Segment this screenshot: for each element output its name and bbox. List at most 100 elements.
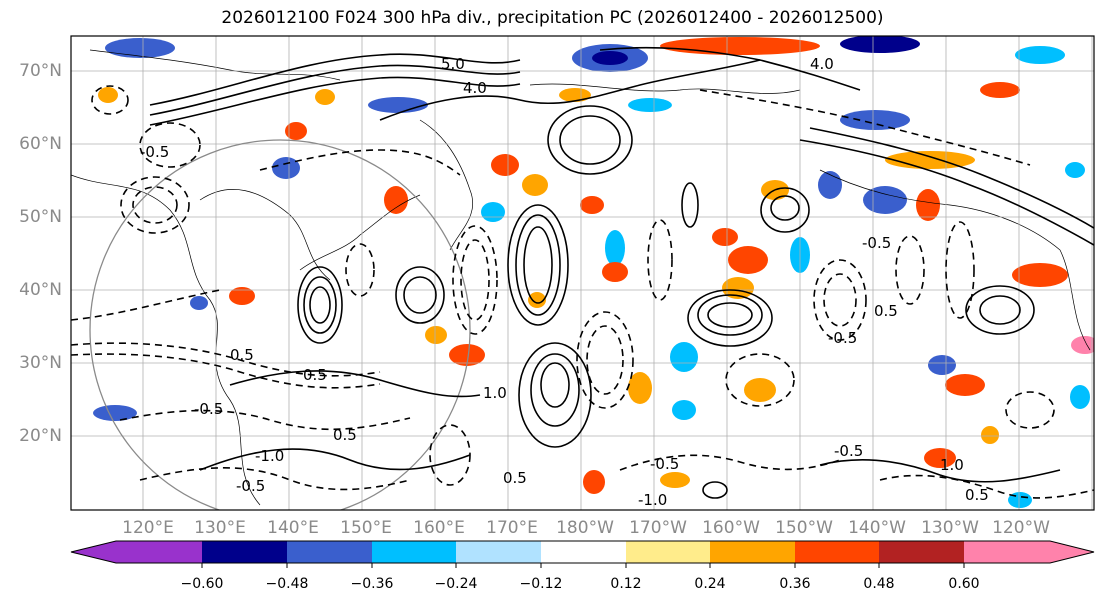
contour-dashed <box>1005 391 1055 429</box>
contour-solid <box>523 226 553 304</box>
contour-solid <box>297 266 343 344</box>
precip-patch <box>449 344 485 366</box>
coastline <box>419 119 474 251</box>
lat-label: 40°N <box>19 280 62 300</box>
colorbar-bin <box>626 541 710 563</box>
lon-label: 120°W <box>992 518 1050 538</box>
precip-patch <box>1012 263 1068 287</box>
precip-patch <box>605 230 625 266</box>
precip-patch <box>863 186 907 214</box>
contour-solid <box>229 370 481 398</box>
contour-solid <box>149 53 521 106</box>
precip-patch <box>928 355 956 375</box>
contour-dashed <box>71 342 381 377</box>
precip-patch <box>272 157 300 179</box>
colorbar-tick-label: 0.48 <box>863 576 895 592</box>
contour-solid <box>149 76 521 126</box>
contour-solid <box>702 481 728 499</box>
coastline <box>819 169 1091 351</box>
lat-label: 60°N <box>19 134 62 154</box>
lon-label: 130°W <box>921 518 979 538</box>
precip-patch <box>1071 336 1094 354</box>
colorbar-bin <box>116 541 202 563</box>
contour-dashed <box>120 176 190 234</box>
contour-label: 0.5 <box>230 346 254 364</box>
precip-patch <box>670 342 698 372</box>
contour-dashed <box>895 235 925 305</box>
contour-label: -1.0 <box>255 447 284 465</box>
colorbar-ticks <box>201 563 965 568</box>
contour-dashed <box>139 122 201 168</box>
contour-label: 0.5 <box>965 486 989 504</box>
coastline <box>299 194 421 271</box>
precip-patch <box>583 470 605 494</box>
contour-label: 0.5 <box>303 366 327 384</box>
lat-label: 70°N <box>19 61 62 81</box>
colorbar <box>70 540 1095 568</box>
precip-patch <box>660 37 820 55</box>
contour-label: -0.5 <box>834 442 863 460</box>
contour-solid <box>819 459 1061 483</box>
contour-dashed <box>132 186 178 224</box>
colorbar-bin <box>202 541 287 563</box>
colorbar-bin <box>287 541 372 563</box>
contour-dashed <box>647 219 673 301</box>
contour-dashed <box>71 289 221 321</box>
precip-patch <box>315 89 335 105</box>
precip-patch <box>722 277 754 299</box>
colorbar-tick-label: −0.36 <box>350 576 394 592</box>
lon-label: 160°E <box>413 518 465 538</box>
colorbar-outline <box>70 540 1095 564</box>
precip-patch <box>190 296 208 310</box>
lat-label: 30°N <box>19 353 62 373</box>
contour-dashed <box>119 409 411 431</box>
dashed-contours <box>71 85 1094 499</box>
precip-patch <box>528 292 546 308</box>
precip-patch <box>580 196 604 214</box>
contour-label: 4.0 <box>810 55 834 73</box>
contour-label: -0.5 <box>236 477 265 495</box>
lon-label: 140°W <box>848 518 906 538</box>
precip-patch <box>425 326 447 344</box>
contour-dashed <box>725 353 795 407</box>
coastline <box>199 189 331 281</box>
contour-label: 5.0 <box>441 55 465 73</box>
colorbar-tick-label: 0.60 <box>948 576 980 592</box>
colorbar-tick-label: −0.12 <box>519 576 563 592</box>
contour-dashed <box>345 243 375 297</box>
contour-solid <box>681 182 699 228</box>
coastline <box>529 83 801 94</box>
contour-dashed <box>945 221 975 319</box>
colorbar-bin <box>795 541 879 563</box>
contour-label: -0.5 <box>862 234 891 252</box>
precip-patch <box>628 372 652 404</box>
contour-label: -0.5 <box>194 400 223 418</box>
contour-solid <box>507 204 569 326</box>
contour-label: 1.0 <box>483 384 507 402</box>
contour-solid <box>303 276 337 334</box>
contour-dashed <box>813 259 867 341</box>
domain-circle <box>89 139 471 510</box>
precip-patch <box>728 246 768 274</box>
precip-shading <box>93 36 1094 508</box>
precip-patch <box>840 36 920 53</box>
precip-patch <box>285 122 307 140</box>
contour-solid <box>540 362 570 408</box>
precip-patch <box>744 378 776 402</box>
contour-dashed <box>879 474 1094 499</box>
lat-label: 50°N <box>19 207 62 227</box>
precip-patch <box>559 88 591 102</box>
colorbar-extend-min <box>71 541 116 563</box>
precip-patch <box>384 186 408 214</box>
lon-label: 130°E <box>194 518 246 538</box>
precip-patch <box>924 448 956 468</box>
precip-patch <box>602 262 628 282</box>
colorbar-extend-max <box>1050 541 1094 563</box>
contour-dashed <box>619 454 841 471</box>
lon-label: 140°E <box>267 518 319 538</box>
precip-patch <box>491 154 519 176</box>
map-frame <box>70 35 1095 511</box>
precip-patch <box>981 426 999 444</box>
precip-patch <box>1070 385 1090 409</box>
contour-labels: 5.0 4.0 4.0 -0.5 0.5 -0.5 0.5 -0.5 0.5 1… <box>140 55 989 509</box>
